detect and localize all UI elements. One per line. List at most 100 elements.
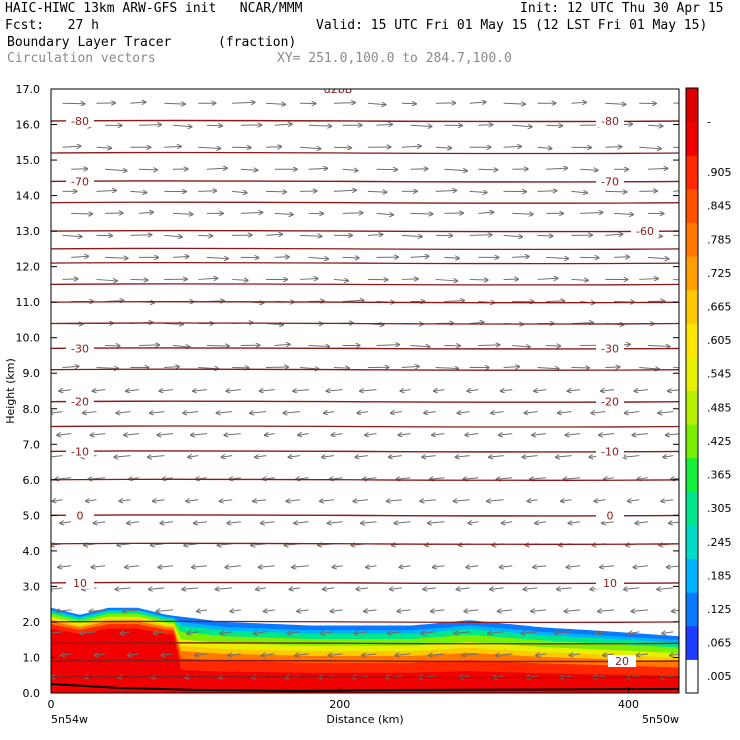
circulation-vector-317	[489, 456, 504, 458]
circulation-vector-272	[250, 412, 267, 414]
circulation-vector-54	[605, 147, 621, 148]
circulation-vector-254	[293, 390, 309, 392]
terrain-line	[51, 683, 679, 693]
contour-label-bg-4-0	[66, 395, 94, 408]
circulation-vector-223	[546, 346, 560, 347]
circulation-vector-323	[55, 478, 72, 480]
circulation-vector-90	[537, 191, 557, 192]
circulation-vector-290	[224, 434, 241, 436]
circulation-vector-425	[290, 588, 301, 590]
circulation-vector-286	[91, 434, 106, 436]
circulation-vector-91	[571, 191, 587, 193]
circulation-vector-412	[500, 566, 513, 568]
circulation-vector-126	[469, 235, 492, 236]
circulation-vector-460	[187, 632, 199, 634]
colorbar-swatch-14	[686, 188, 698, 223]
circulation-vector-150	[647, 257, 669, 259]
circulation-vector-264	[634, 390, 649, 392]
circulation-vector-94	[673, 190, 679, 192]
circulation-vector-283	[625, 412, 640, 414]
circulation-vector-405	[259, 566, 275, 568]
circulation-vector-418	[51, 588, 63, 590]
circulation-vector-170	[673, 278, 679, 281]
circulation-vector-369	[328, 522, 343, 524]
circulation-vector-453	[598, 610, 615, 612]
circulation-vector-241	[503, 367, 519, 368]
circulation-vector-465	[354, 632, 368, 634]
y-tick-label-0: 0.0	[23, 687, 41, 700]
circulation-vector-352	[387, 500, 402, 502]
circulation-vector-335	[463, 478, 479, 480]
circulation-vector-318	[523, 456, 538, 458]
circulation-vector-291	[265, 434, 275, 436]
colorbar-swatch-0	[686, 659, 698, 694]
circulation-vector-459	[154, 632, 165, 634]
circulation-vector-357	[561, 500, 572, 502]
circulation-vector-163	[435, 279, 458, 281]
colorbar-label-9: .545	[707, 368, 732, 381]
circulation-vector-399	[58, 566, 72, 568]
colorbar-swatch-4	[686, 524, 698, 560]
circulation-vector-160	[333, 279, 348, 280]
circulation-vector-149	[614, 257, 629, 258]
circulation-vector-360	[661, 500, 674, 502]
circulation-vector-80	[198, 191, 216, 192]
circulation-vector-336	[497, 478, 513, 480]
contour-label-1-0: -70	[71, 175, 89, 188]
circulation-vector-18	[673, 102, 679, 104]
circulation-vector-29	[410, 125, 431, 126]
contour-label-7-0: 10	[73, 577, 87, 590]
circulation-vector-422	[182, 588, 199, 590]
header-line2-right: Valid: 15 UTC Fri 01 May 15 (12 LST Fri …	[316, 18, 708, 33]
contour-label-6-1: 0	[607, 509, 614, 522]
circulation-vector-339	[604, 478, 615, 480]
circulation-vector-245	[639, 368, 659, 370]
circulation-vector-354	[454, 500, 470, 502]
circulation-vector-371	[394, 522, 411, 524]
contour-label-bg-6-1	[596, 509, 624, 522]
circulation-vector-441	[197, 610, 207, 612]
circulation-vector-321	[623, 456, 640, 458]
contour-label-bg-3-0	[66, 342, 94, 355]
circulation-vector-314	[389, 456, 402, 458]
circulation-vector-342	[53, 500, 63, 502]
circulation-vector-270	[183, 412, 199, 414]
circulation-vector-111	[614, 213, 633, 214]
circulation-vector-276	[391, 412, 402, 414]
circulation-vector-98	[172, 213, 193, 214]
contour-label-8-0: 20	[615, 655, 629, 668]
y-tick-label-16: 16.0	[16, 119, 41, 132]
circulation-vector-293	[332, 434, 343, 436]
circulation-vector-446	[364, 610, 377, 612]
circulation-vector-341	[671, 478, 679, 480]
contour-label-4-1: -20	[601, 396, 619, 409]
circulation-vector-457	[80, 632, 97, 634]
circulation-vector-408	[366, 566, 377, 568]
circulation-vector-420	[115, 588, 131, 590]
circulation-vector-289	[191, 434, 207, 436]
circulation-vector-134	[105, 257, 128, 258]
contour-label-bg-2-0	[631, 225, 659, 238]
circulation-vector-343	[86, 500, 97, 502]
circulation-vector-481	[262, 654, 275, 656]
circulation-vector-484	[362, 654, 377, 656]
circulation-vector-373	[468, 522, 479, 524]
circulation-vector-140	[308, 257, 329, 259]
circulation-vector-480	[228, 654, 241, 656]
circulation-vector-375	[535, 522, 547, 524]
colorbar-label-13: .785	[707, 233, 732, 246]
circulation-vector-65	[342, 169, 358, 170]
circulation-vector-236	[333, 368, 349, 369]
circulation-vector-118	[198, 235, 212, 236]
circulation-vector-299	[532, 434, 547, 436]
circulation-vector-239	[435, 368, 459, 369]
circulation-vector-466	[388, 632, 402, 634]
y-axis-title: Height (km)	[4, 358, 17, 424]
circulation-vector-427	[356, 588, 368, 590]
circulation-vector-467	[421, 632, 436, 634]
circulation-vector-355	[487, 500, 504, 502]
temperature-contour-4	[51, 400, 679, 403]
circulation-vector-470	[522, 632, 538, 634]
circulation-vector-267	[83, 412, 97, 414]
colorbar-swatch-11	[686, 289, 698, 324]
